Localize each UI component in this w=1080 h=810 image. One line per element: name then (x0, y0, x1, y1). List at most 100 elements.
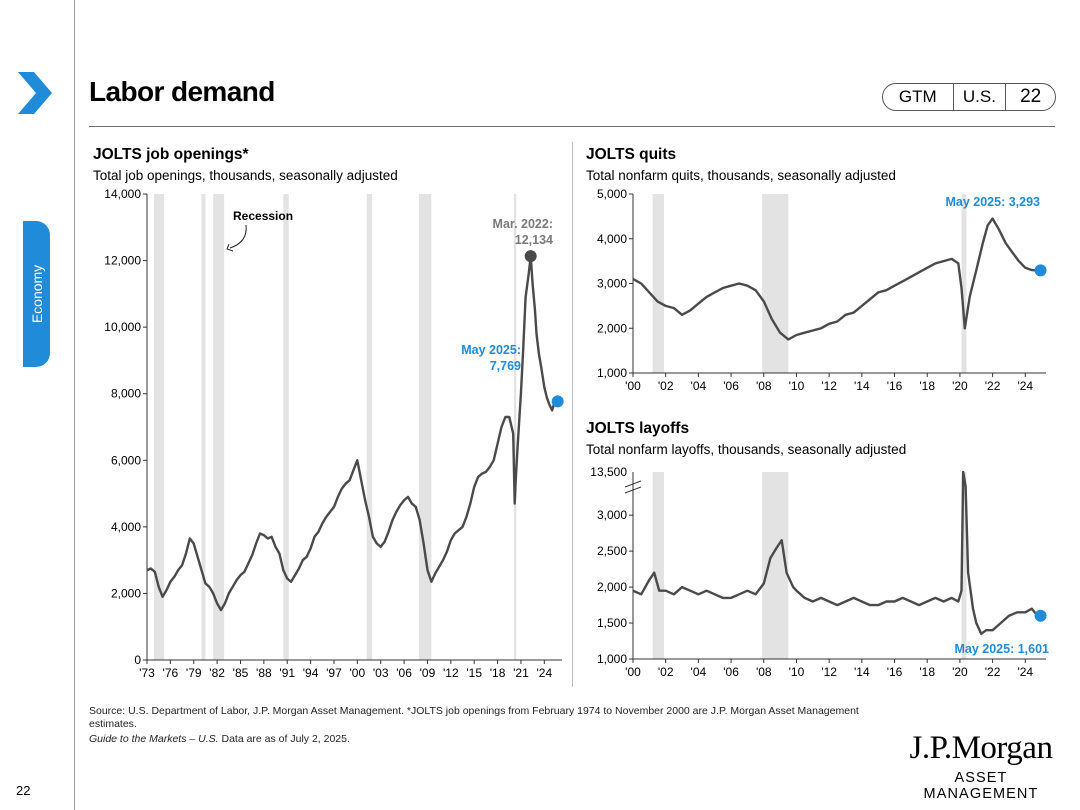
source-note: Source: U.S. Department of Labor, J.P. M… (89, 705, 859, 730)
x-tick-label: '10 (789, 379, 805, 393)
x-tick-label: '14 (854, 379, 870, 393)
y-tick-label: 10,000 (104, 320, 141, 334)
y-tick-label: 1,000 (597, 652, 627, 666)
x-tick-label: '18 (919, 665, 935, 679)
x-tick-label: '03 (373, 666, 389, 680)
axis-break-mark (624, 486, 642, 494)
x-tick-label: '00 (625, 379, 641, 393)
x-tick-label: '16 (887, 379, 903, 393)
x-tick-label: '88 (256, 666, 272, 680)
gtm-badge: GTM U.S. 22 (882, 83, 1056, 111)
badge-gtm: GTM (898, 87, 937, 106)
recession-band (762, 472, 789, 659)
x-tick-label: '21 (513, 666, 529, 680)
x-tick-label: '08 (756, 379, 772, 393)
axis-break-mark (624, 480, 642, 488)
x-tick-label: '97 (326, 666, 342, 680)
last-label-line2: 7,769 (490, 359, 521, 373)
x-tick-label: '10 (789, 665, 805, 679)
recession-arrowhead (226, 243, 234, 252)
x-tick-label: '00 (625, 665, 641, 679)
y-tick-label: 2,000 (111, 586, 141, 600)
x-tick-label: '12 (821, 379, 837, 393)
recession-band (762, 194, 789, 373)
x-tick-label: '91 (279, 666, 295, 680)
x-tick-label: '76 (163, 666, 179, 680)
x-tick-label: '04 (691, 379, 707, 393)
last-label-line1: May 2025: (461, 343, 521, 357)
x-tick-label: '16 (887, 665, 903, 679)
series-line (632, 217, 1038, 341)
recession-band (213, 194, 225, 660)
left-rail-divider (74, 0, 75, 810)
recession-band (283, 194, 289, 660)
x-tick-label: '20 (952, 379, 968, 393)
asset-management-label: ASSET MANAGEMENT (923, 770, 1039, 802)
quits-last-label: May 2025: 3,293 (945, 195, 1040, 209)
recession-arrow (229, 224, 247, 249)
y-tick-label: 4,000 (111, 520, 141, 534)
x-tick-label: '24 (1017, 379, 1033, 393)
chart-separator (572, 142, 573, 687)
section-tab[interactable] (23, 221, 50, 367)
peak-label-line2: 12,134 (515, 233, 553, 247)
y-tick-label: 12,000 (104, 254, 141, 268)
guide-title: Guide to the Markets – U.S. (89, 733, 219, 745)
y-tick-label: 14,000 (104, 187, 141, 201)
x-tick-label: '02 (658, 665, 674, 679)
badge-page: 22 (1020, 86, 1042, 107)
guide-date: Data are as of July 2, 2025. (218, 733, 350, 745)
quits-subtitle: Total nonfarm quits, thousands, seasonal… (586, 168, 896, 183)
page-number: 22 (16, 783, 31, 798)
y-tick-label: 3,000 (597, 277, 627, 291)
y-tick-label: 1,000 (597, 366, 627, 380)
x-tick-label: '08 (756, 665, 772, 679)
y-tick-label: 2,000 (597, 580, 627, 594)
y-tick-label-top: 13,500 (590, 465, 627, 479)
x-tick-label: '20 (952, 665, 968, 679)
x-tick-label: '02 (658, 379, 674, 393)
y-tick-label: 2,000 (597, 321, 627, 335)
x-tick-label: '73 (139, 666, 155, 680)
x-tick-label: '06 (723, 665, 739, 679)
y-tick-label: 5,000 (597, 187, 627, 201)
y-tick-label: 8,000 (111, 387, 141, 401)
x-tick-label: '06 (396, 666, 412, 680)
openings-subtitle: Total job openings, thousands, seasonall… (93, 168, 398, 183)
y-tick-label: 2,500 (597, 544, 627, 558)
x-tick-label: '85 (233, 666, 249, 680)
series-line (146, 254, 556, 612)
peak-label-line1: Mar. 2022: (493, 217, 553, 231)
recession-band (961, 472, 967, 659)
recession-band (652, 194, 665, 373)
x-tick-label: '18 (490, 666, 506, 680)
header-divider (89, 126, 1055, 127)
chevron-right-icon (18, 72, 52, 114)
x-tick-label: '22 (985, 665, 1001, 679)
x-tick-label: '12 (821, 665, 837, 679)
x-tick-label: '09 (420, 666, 436, 680)
recession-band (366, 194, 373, 660)
badge-region: U.S. (952, 84, 1007, 110)
peak-marker (524, 250, 537, 263)
x-tick-label: '04 (691, 665, 707, 679)
layoffs-last-label: May 2025: 1,601 (954, 642, 1049, 656)
recession-band (513, 194, 517, 660)
x-tick-label: '24 (536, 666, 552, 680)
y-tick-label: 6,000 (111, 453, 141, 467)
openings-title: JOLTS job openings* (93, 146, 249, 163)
quits-title: JOLTS quits (586, 146, 677, 163)
x-tick-label: '14 (854, 665, 870, 679)
recession-label: Recession (233, 209, 293, 223)
last-value-marker (1034, 609, 1047, 622)
x-tick-label: '12 (443, 666, 459, 680)
x-tick-label: '18 (919, 379, 935, 393)
x-tick-label: '94 (303, 666, 319, 680)
recession-band (961, 194, 967, 373)
x-tick-label: '00 (350, 666, 366, 680)
page-title: Labor demand (89, 76, 275, 107)
recession-band (154, 194, 165, 660)
x-tick-label: '82 (209, 666, 225, 680)
